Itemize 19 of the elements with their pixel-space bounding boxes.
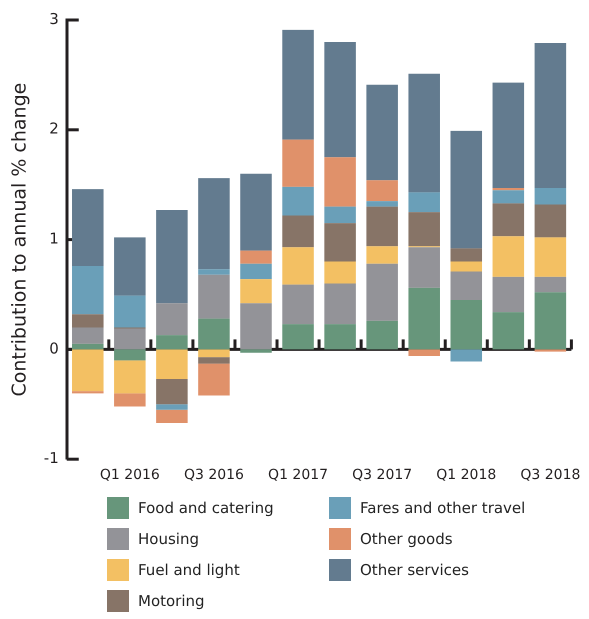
- x-tick-label: Q1 2016: [100, 467, 160, 484]
- legend-label: Other goods: [360, 530, 453, 548]
- y-tick-label: 3: [49, 10, 59, 28]
- y-tick-label: 0: [49, 339, 59, 358]
- y-tick-label: -1: [44, 449, 59, 468]
- x-tick-label: Q3 2018: [520, 467, 580, 484]
- x-tick-label: Q3 2017: [352, 467, 412, 484]
- legend-label: Housing: [138, 530, 199, 548]
- y-tick-label: 1: [49, 229, 59, 248]
- x-tick-label: Q1 2018: [436, 467, 496, 484]
- legend-label: Food and catering: [138, 498, 274, 516]
- legend-label: Motoring: [138, 592, 205, 610]
- y-tick-label: 2: [49, 120, 59, 138]
- legend-label: Fuel and light: [138, 560, 240, 578]
- x-tick-label: Q1 2017: [268, 467, 328, 484]
- x-tick-label: Q3 2016: [184, 467, 244, 484]
- y-axis-title: Contribution to annual % change: [8, 82, 30, 397]
- legend-label: Fares and other travel: [360, 498, 526, 516]
- legend-label: Other services: [360, 560, 469, 578]
